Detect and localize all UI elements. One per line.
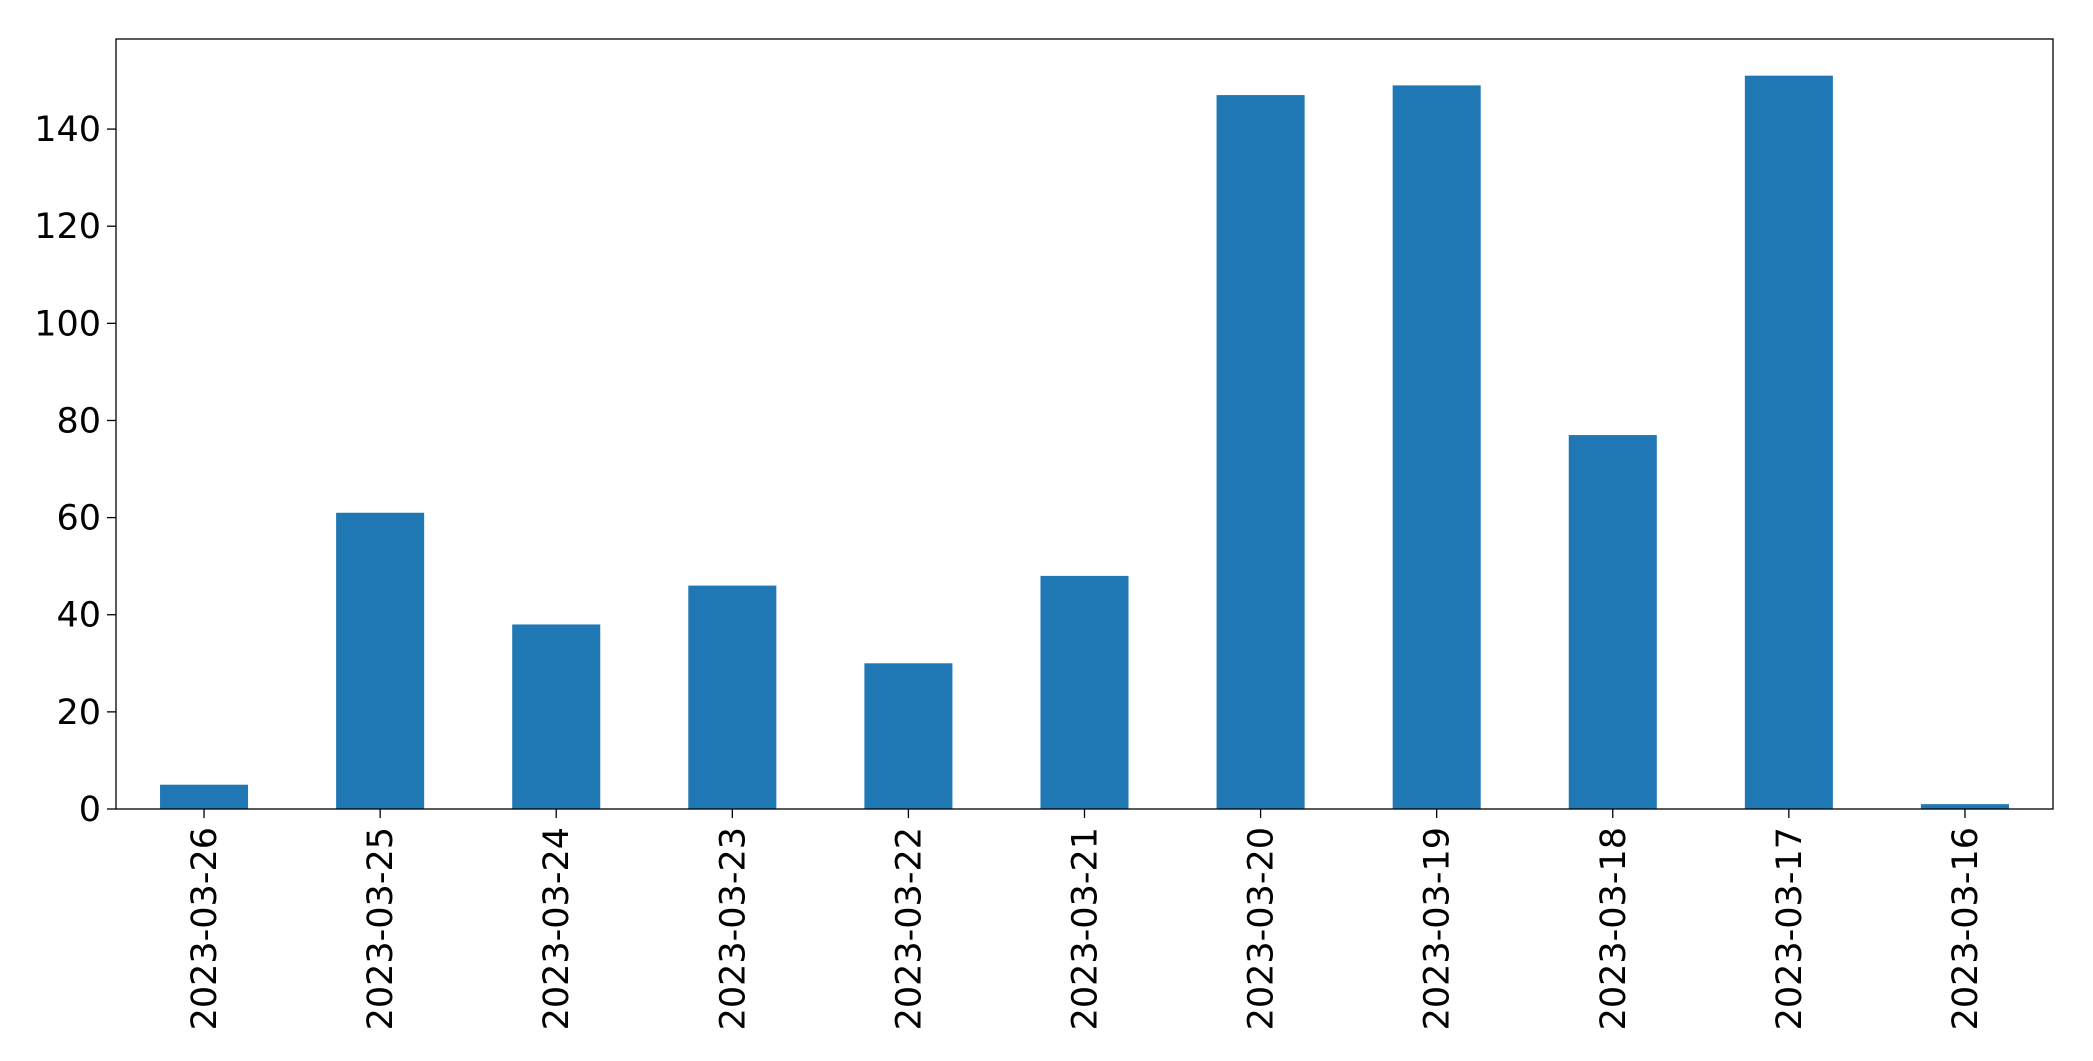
bar [864, 663, 953, 809]
x-tick-label: 2023-03-16 [1946, 827, 1986, 1030]
y-tick-label: 100 [34, 304, 101, 344]
x-tick-label: 2023-03-23 [713, 827, 753, 1030]
bar [1568, 435, 1657, 809]
x-tick-label: 2023-03-19 [1418, 827, 1458, 1030]
y-tick-label: 80 [56, 401, 101, 441]
x-tick-label: 2023-03-18 [1594, 827, 1634, 1030]
bar [688, 585, 777, 809]
y-tick-label: 140 [34, 110, 101, 150]
bar [1392, 85, 1481, 809]
bar [160, 784, 249, 809]
x-tick-label: 2023-03-26 [185, 827, 225, 1030]
x-tick-label: 2023-03-20 [1242, 827, 1282, 1030]
y-tick-label: 0 [79, 790, 101, 830]
y-tick-label: 60 [56, 499, 101, 539]
x-tick-label: 2023-03-21 [1066, 827, 1106, 1030]
bar [512, 624, 601, 809]
x-tick-label: 2023-03-17 [1770, 827, 1810, 1030]
y-tick-label: 40 [56, 596, 101, 636]
bar [1744, 75, 1833, 809]
bar [1920, 804, 2009, 809]
bar [1040, 575, 1129, 809]
x-tick-label: 2023-03-22 [889, 827, 929, 1030]
y-tick-label: 120 [34, 207, 101, 247]
plot-frame [115, 38, 2054, 810]
x-tick-label: 2023-03-24 [537, 827, 577, 1030]
y-tick-label: 20 [56, 693, 101, 733]
bar [1216, 95, 1305, 809]
bar [336, 512, 425, 809]
x-tick-label: 2023-03-25 [361, 827, 401, 1030]
